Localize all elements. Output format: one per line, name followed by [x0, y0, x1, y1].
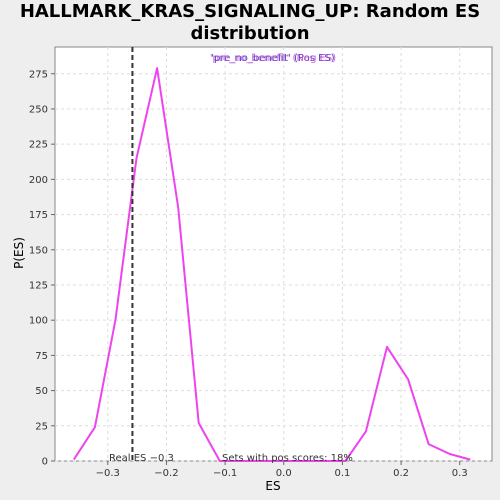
y-tick-label: 250	[29, 104, 48, 115]
y-tick-label: 275	[29, 69, 48, 80]
x-axis-label: ES	[265, 479, 280, 493]
y-tick-label: 25	[35, 421, 48, 432]
x-tick-label: 0.0	[276, 468, 292, 479]
series-line	[72, 67, 471, 462]
x-tick-label: 0.3	[452, 468, 468, 479]
y-tick-label: 125	[29, 280, 48, 291]
chart-title-line-1: HALLMARK_KRAS_SIGNALING_UP: Random ES	[19, 1, 481, 22]
chart-title-line-2: distribution	[190, 23, 310, 44]
plot-area	[54, 46, 493, 462]
real-es-label: Real ES −0.3	[109, 453, 174, 464]
y-tick-label: 175	[29, 210, 48, 221]
legend-entry-neg-es: 'pre_no_benefit' (Neg ES)	[210, 53, 336, 64]
x-tick-label: −0.2	[154, 468, 178, 479]
series-layer	[72, 67, 471, 462]
y-tick-label: 50	[35, 386, 48, 397]
axis-layer: 0 25 50 75 100 125 150 175 200 225 250 275 −0.3 −0.2 −…	[29, 69, 468, 479]
y-axis-label: P(ES)	[12, 237, 26, 269]
y-tick-label: 150	[29, 245, 48, 256]
legend-entry-pos-es: 'pre_no_benefit' (Pos ES)	[211, 53, 334, 64]
y-tick-label: 100	[29, 316, 48, 327]
x-tick-label: 0.1	[334, 468, 350, 479]
pos-scores-label: Sets with pos scores: 18%	[222, 453, 353, 464]
grid-layer	[55, 47, 492, 462]
x-tick-label: −0.3	[96, 468, 120, 479]
x-tick-label: −0.1	[213, 468, 237, 479]
x-tick-label: 0.2	[393, 468, 409, 479]
y-tick-label: 0	[42, 457, 48, 468]
y-tick-label: 75	[35, 351, 48, 362]
y-tick-label: 225	[29, 140, 48, 151]
y-tick-label: 200	[29, 175, 48, 186]
